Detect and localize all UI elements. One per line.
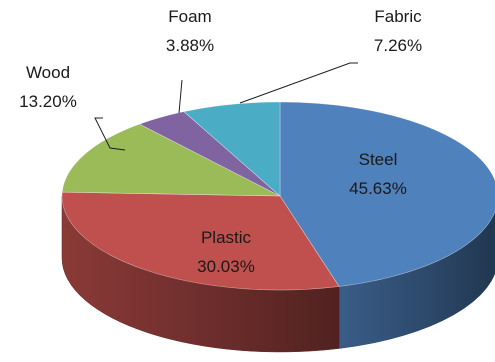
slice-steel (279, 101, 495, 287)
leader-line-foam (178, 79, 183, 114)
slice-label-steel: Steel (359, 150, 398, 169)
slice-label-wood: Wood (26, 63, 70, 82)
slice-value-steel: 45.63% (349, 179, 407, 198)
pie-top-faces (61, 101, 495, 291)
leader-lines (94, 62, 358, 151)
leader-line-fabric (239, 62, 358, 104)
slice-label-foam: Foam (168, 7, 211, 26)
slice-value-foam: 3.88% (166, 36, 214, 55)
slice-value-wood: 13.20% (19, 92, 77, 111)
slice-wood (61, 123, 281, 197)
slice-plastic (61, 191, 340, 291)
slice-value-plastic: 30.03% (197, 257, 255, 276)
slice-labels: Steel 45.63% Plastic 30.03% Wood 13.20% Foam 3.… (19, 7, 422, 276)
slice-value-fabric: 7.26% (374, 36, 422, 55)
slice-label-fabric: Fabric (374, 7, 422, 26)
leader-line-wood (94, 117, 126, 151)
slice-fabric (183, 101, 281, 197)
slice-label-plastic: Plastic (201, 228, 252, 247)
